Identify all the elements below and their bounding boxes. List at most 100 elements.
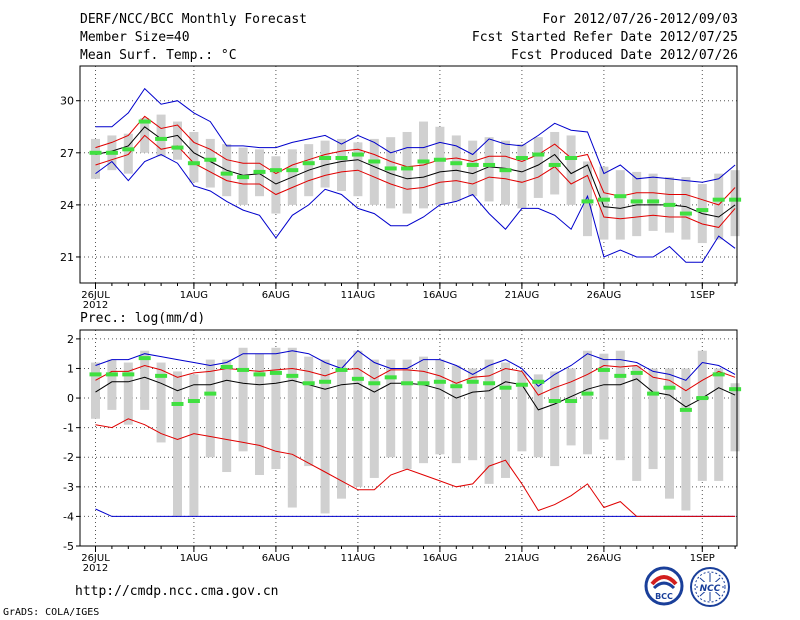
max-line [95,350,736,387]
box-10AUG [337,138,346,191]
median-marker-25AUG [581,391,594,396]
plot-frame [79,65,738,284]
y-tick-label: 1 [67,362,74,375]
fcst-started-date: Fcst Started Refer Date 2012/07/25 [471,30,738,45]
box-27AUG [615,170,625,240]
box-16AUG [435,359,445,455]
chart-title: DERF/NCC/BCC Monthly Forecast [80,12,307,27]
y-tick-label: -1 [63,422,74,435]
box-15AUG [419,356,428,464]
box-17AUG [451,135,461,202]
box-26AUG [599,166,609,240]
median-marker-15AUG [417,159,430,164]
median-marker-30AUG [663,202,676,207]
median-marker-4AUG [237,175,250,180]
median-marker-29JUL [138,356,151,361]
y-tick-label: 27 [60,147,74,160]
box-12AUG [369,359,379,478]
y-tick-label: 0 [67,392,74,405]
median-marker-30JUL [155,136,168,141]
box-3SEP [730,383,740,452]
median-marker-31JUL [171,145,184,150]
box-27AUG [615,350,625,461]
box-13AUG [386,359,396,458]
box-2SEP [714,368,724,481]
box-22AUG [533,137,543,198]
median-marker-8AUG [302,381,315,386]
box-19AUG [484,137,494,202]
median-marker-7AUG [286,373,299,378]
box-18AUG [468,140,478,197]
median-marker-28JUL [122,147,135,152]
x-tick-label: 1SEP [690,290,715,301]
lower-std-line [95,418,736,517]
median-marker-15AUG [417,381,430,386]
median-marker-3AUG [220,171,233,176]
box-14AUG [402,359,412,470]
median-marker-10AUG [335,156,348,161]
median-marker-31AUG [679,407,692,412]
median-marker-13AUG [384,166,397,171]
median-marker-29AUG [647,199,660,204]
median-marker-29JUL [138,119,151,124]
median-marker-9AUG [319,379,332,384]
median-marker-12AUG [368,159,381,164]
median-marker-30JUL [155,373,168,378]
box-9AUG [320,140,330,188]
median-marker-23AUG [548,399,561,404]
median-marker-27AUG [614,373,627,378]
box-6AUG [271,347,281,470]
x-tick-label: 26JUL [81,553,110,564]
source-url[interactable]: http://cmdp.ncc.cma.gov.cn [75,584,279,599]
box-27JUL [107,359,117,410]
median-marker-1AUG [187,161,200,166]
ncc-logo-text: NCC [700,584,721,594]
bcc-logo: BCC [644,566,684,606]
median-marker-20AUG [499,168,512,173]
median-marker-14AUG [401,381,414,386]
median-marker-31JUL [171,401,184,406]
upper-std-line [95,364,736,396]
y-tick-label: -3 [63,481,74,494]
mean-line [95,126,736,218]
panel2-title: Prec.: log(mm/d) [80,311,206,326]
bcc-logo-text: BCC [655,592,673,601]
median-marker-2AUG [204,157,217,162]
box-31AUG [681,368,691,511]
box-25AUG [583,350,592,455]
median-marker-26JUL [89,150,102,155]
median-marker-27JUL [105,372,118,377]
y-tick-label: -4 [63,510,74,523]
box-26JUL [91,362,100,419]
x-tick-label: 11AUG [341,290,376,301]
box-1AUG [189,374,199,517]
median-marker-31AUG [679,211,692,216]
box-19AUG [484,359,494,484]
median-marker-5AUG [253,372,266,377]
median-marker-10AUG [335,367,348,372]
box-30AUG [665,368,674,499]
median-marker-6AUG [269,168,282,173]
x-tick-year: 2012 [83,300,108,311]
x-tick-label: 21AUG [505,553,540,564]
median-marker-26JUL [89,372,102,377]
box-12AUG [369,138,379,205]
median-marker-11AUG [351,152,364,157]
x-tick-label: 26AUG [587,553,622,564]
x-tick-label: 6AUG [262,290,290,301]
box-11AUG [353,142,363,197]
median-marker-2SEP [712,197,725,202]
median-marker-17AUG [450,161,463,166]
box-17AUG [451,365,461,464]
box-1AUG [189,131,199,183]
box-7AUG [287,347,297,508]
median-marker-14AUG [401,166,414,171]
box-21AUG [517,144,527,209]
median-marker-20AUG [499,385,512,390]
y-tick-label: 24 [60,199,74,212]
ncc-logo: NCC [690,567,730,607]
min-line [95,153,736,263]
x-tick-label: 1AUG [180,290,208,301]
median-marker-21AUG [515,156,528,161]
